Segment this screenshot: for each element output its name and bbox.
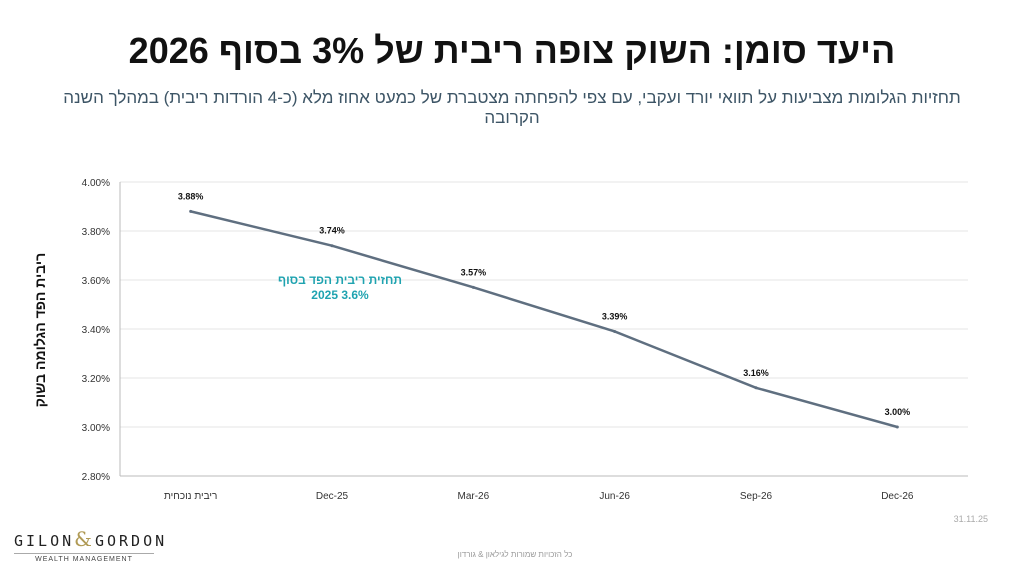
- x-tick-label: Dec-25: [316, 491, 349, 502]
- y-tick-label: 4.00%: [82, 178, 110, 189]
- annotation-line1: תחזית ריבית הפד בסוף: [277, 273, 403, 287]
- x-tick-label: ריבית נוכחית: [164, 491, 217, 502]
- data-label: 3.39%: [602, 311, 628, 321]
- x-tick-label: Sep-26: [740, 491, 773, 502]
- y-axis-label: ריבית הפד הגלומה בשוק: [32, 252, 48, 408]
- x-tick-label: Dec-26: [881, 491, 914, 502]
- data-point: [895, 425, 899, 429]
- y-tick-label: 3.40%: [82, 325, 110, 336]
- annotation: תחזית ריבית הפד בסוף 3.6% 2025: [255, 273, 425, 303]
- data-point: [189, 209, 193, 213]
- y-tick-label: 3.80%: [82, 227, 110, 238]
- page-title: היעד סומן: השוק צופה ריבית של 3% בסוף 20…: [128, 30, 896, 71]
- data-label: 3.74%: [319, 226, 345, 236]
- data-label: 3.57%: [461, 267, 487, 277]
- footer-copyright: כל הזכויות שמורות לגילאון & גורדון: [457, 550, 573, 559]
- y-tick-label: 2.80%: [82, 472, 110, 483]
- y-tick-label: 3.00%: [82, 423, 110, 434]
- x-tick-label: Jun-26: [599, 491, 630, 502]
- company-logo: GILON&GORDON WEALTH MANAGEMENT: [14, 527, 164, 563]
- subtitle: תחזיות הגלומות מצביעות על תוואי יורד ועק…: [63, 88, 961, 127]
- y-tick-label: 3.20%: [82, 374, 110, 385]
- data-point: [613, 329, 617, 333]
- annotation-line2: 3.6% 2025: [311, 288, 369, 302]
- series-line: [190, 210, 898, 429]
- y-tick-label: 3.60%: [82, 276, 110, 287]
- logo-left: GILON: [14, 532, 75, 550]
- data-point: [471, 285, 475, 289]
- x-tick-label: Mar-26: [457, 491, 489, 502]
- data-label: 3.88%: [178, 191, 204, 201]
- logo-subtitle: WEALTH MANAGEMENT: [35, 556, 133, 563]
- data-label: 3.00%: [885, 407, 911, 417]
- data-point: [330, 244, 334, 248]
- data-point: [754, 386, 758, 390]
- data-label: 3.16%: [743, 368, 769, 378]
- date: 31.11.25: [953, 514, 988, 524]
- logo-right: GORDON: [94, 532, 168, 550]
- logo-amp: &: [74, 527, 95, 551]
